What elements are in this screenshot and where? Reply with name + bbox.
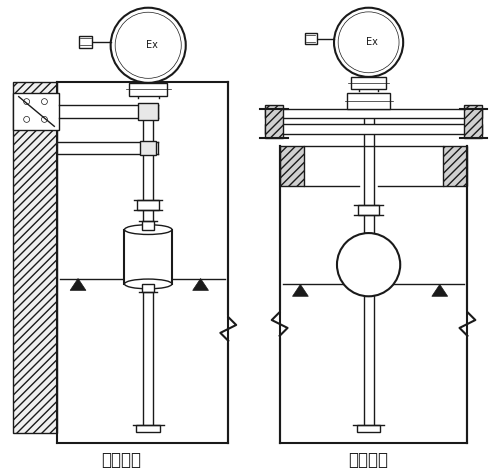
Polygon shape (70, 278, 86, 290)
Bar (442, 146, 468, 186)
Circle shape (334, 8, 403, 77)
Polygon shape (432, 285, 448, 296)
Circle shape (110, 8, 186, 83)
Ellipse shape (124, 279, 172, 289)
Polygon shape (292, 285, 308, 296)
Bar (142, 284, 154, 292)
Text: Ex: Ex (146, 40, 158, 50)
Bar (138, 103, 158, 120)
Bar (136, 425, 160, 432)
Text: Ex: Ex (366, 38, 378, 48)
Bar (130, 83, 167, 96)
Bar (304, 33, 316, 44)
Circle shape (115, 12, 182, 78)
Bar (356, 425, 380, 432)
Circle shape (42, 116, 48, 123)
Bar (13, 82, 58, 433)
Bar (140, 141, 156, 155)
Bar (78, 36, 92, 48)
Circle shape (337, 233, 400, 296)
Bar (352, 77, 386, 89)
Text: 架装固定: 架装固定 (102, 451, 141, 469)
Bar (265, 104, 282, 138)
Bar (347, 93, 391, 108)
Bar (464, 104, 482, 138)
Circle shape (338, 12, 399, 73)
Circle shape (24, 116, 30, 123)
Circle shape (42, 99, 48, 104)
Bar (265, 124, 482, 134)
Bar (138, 200, 159, 210)
Bar (265, 108, 482, 118)
Text: 法兰固定: 法兰固定 (348, 451, 389, 469)
Bar (142, 221, 154, 229)
Bar (358, 205, 380, 215)
Bar (124, 229, 172, 284)
Circle shape (24, 99, 30, 104)
Polygon shape (192, 278, 208, 290)
Ellipse shape (124, 225, 172, 235)
Bar (13, 93, 60, 130)
Bar (280, 146, 304, 186)
